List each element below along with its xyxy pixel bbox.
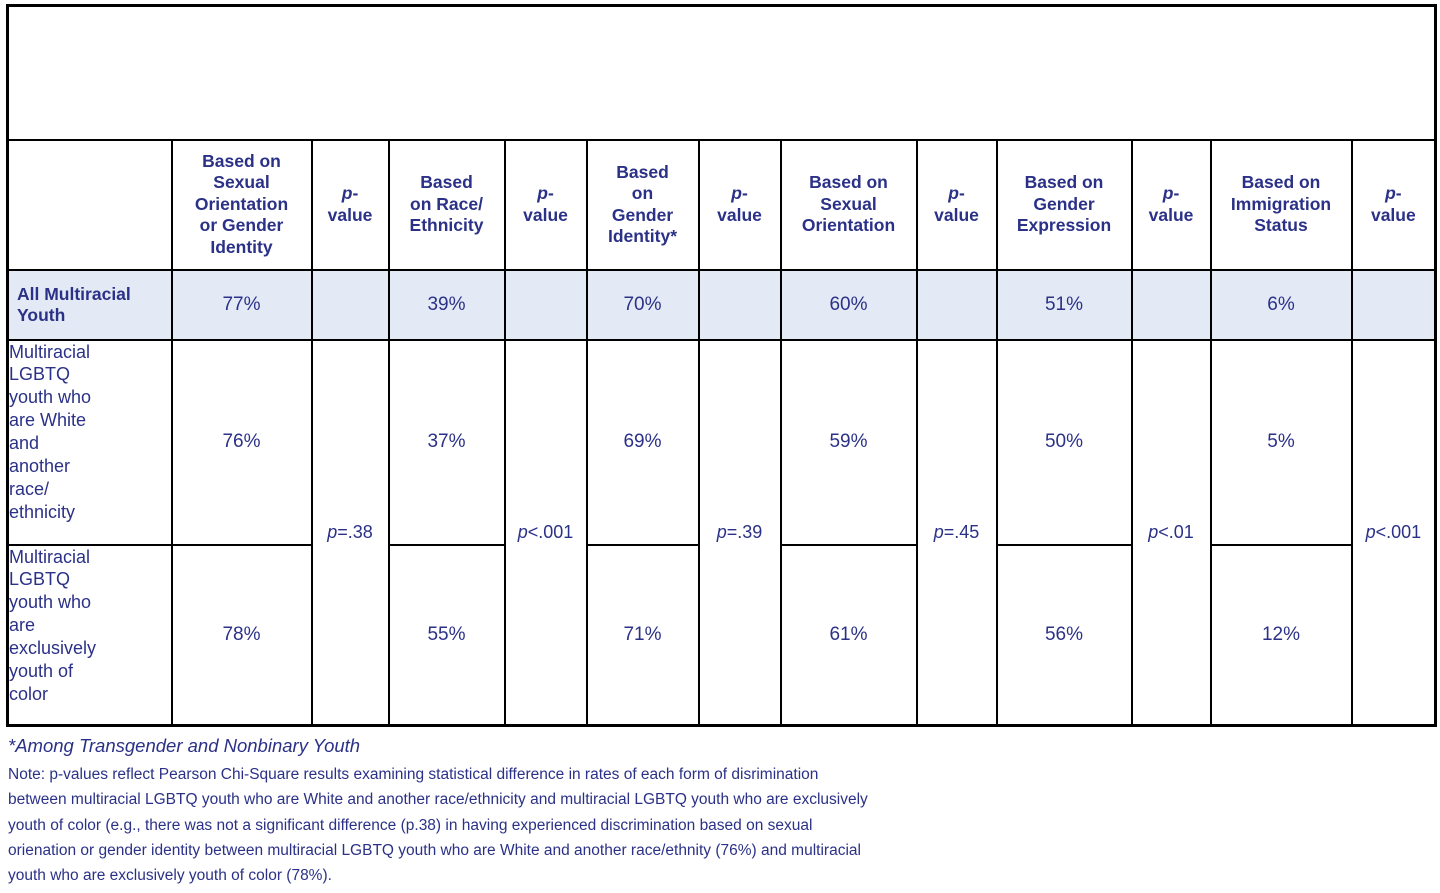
p-value-cell: p<.001 [1350,338,1437,727]
p-value-cell: p=.45 [915,338,998,727]
value-cell: 51% [995,268,1133,341]
header-cell-immigration-status: Based on Immigration Status [1209,138,1353,271]
value-cell: 71% [585,543,700,727]
value-cell: 78% [170,543,313,727]
header-cell-blank [6,138,173,271]
footnote-note: Note: p-values reflect Pearson Chi-Squar… [8,766,868,884]
header-cell-sexual-orientation: Based on Sexual Orientation [779,138,918,271]
value-cell: 55% [387,543,506,727]
header-cell-gender-expression: Based on Gender Expression [995,138,1133,271]
header-cell-sexual-orientation-or-gender-identity: Based on Sexual Orientation or Gender Id… [170,138,313,271]
value-cell: 60% [779,268,918,341]
value-cell: 76% [170,338,313,546]
header-cell-p-value-2: p- value [503,138,588,271]
p-value-cell-empty [915,268,998,341]
value-cell: 69% [585,338,700,546]
value-cell: 50% [995,338,1133,546]
value-cell: 61% [779,543,918,727]
value-cell: 59% [779,338,918,546]
p-value-cell-empty [1130,268,1212,341]
p-value-cell-empty [697,268,782,341]
table-title: Table 3b: Past-Year Experiences of Discr… [259,59,1184,86]
header-cell-p-value-4: p- value [915,138,998,271]
value-cell: 39% [387,268,506,341]
value-cell: 5% [1209,338,1353,546]
title-row: Table 3b: Past-Year Experiences of Discr… [6,4,1437,141]
value-cell: 12% [1209,543,1353,727]
p-value-cell: p<.01 [1130,338,1212,727]
p-value-cell: p<.001 [503,338,588,727]
table-title-bar: Table 3b: Past-Year Experiences of Discr… [6,4,1437,141]
p-value-cell: p=.39 [697,338,782,727]
row-exclusively-youth-of-color: Multiracial LGBTQ youth who are exclusiv… [6,543,1436,727]
row-label: Multiracial LGBTQ youth who are exclusiv… [6,543,173,727]
header-cell-p-value-6: p- value [1350,138,1437,271]
footnote-asterisk: *Among Transgender and Nonbinary Youth [8,735,361,756]
row-white-and-another-race: Multiracial LGBTQ youth who are White an… [6,338,1437,727]
p-value-cell-empty [503,268,588,341]
discrimination-table: Table 3b: Past-Year Experiences of Discr… [6,4,1438,727]
value-cell: 6% [1209,268,1353,341]
row-label: All Multiracial Youth [6,268,173,341]
value-cell: 37% [387,338,506,546]
header-cell-p-value-3: p- value [697,138,782,271]
p-value-cell-empty [1350,268,1437,341]
value-cell: 77% [170,268,313,341]
p-value-cell-empty [310,268,390,341]
header-cell-race-ethnicity: Based on Race/ Ethnicity [387,138,506,271]
value-cell: 56% [995,543,1133,727]
header-row: Based on Sexual Orientation or Gender Id… [6,138,1437,271]
p-value-cell: p=.38 [310,338,390,727]
row-label: Multiracial LGBTQ youth who are White an… [6,338,173,546]
row-all-multiracial-youth: All Multiracial Youth 77% 39% 70% 60% 51… [6,268,1437,341]
value-cell: 70% [585,268,700,341]
header-cell-p-value-5: p- value [1130,138,1212,271]
header-cell-p-value-1: p- value [310,138,390,271]
header-cell-gender-identity: Based on Gender Identity* [585,138,700,271]
